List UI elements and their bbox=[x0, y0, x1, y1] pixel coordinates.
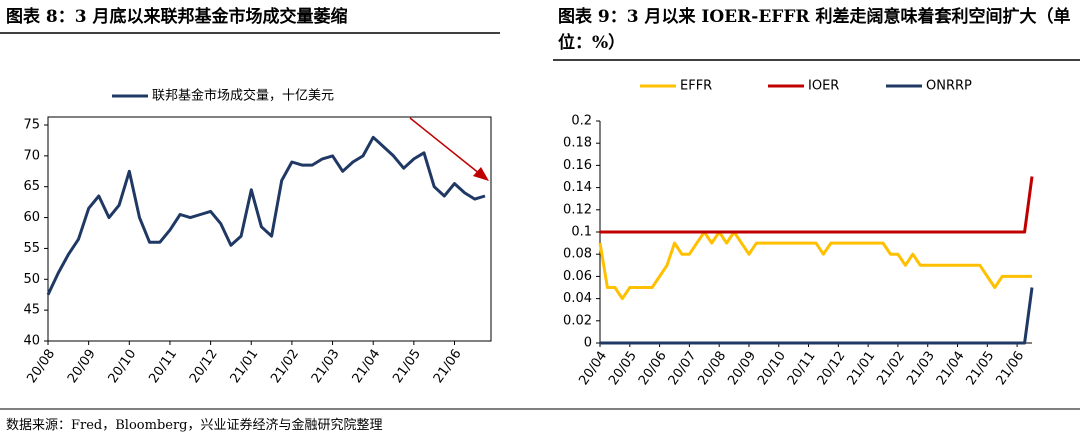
x-tick-label: 21/03 bbox=[309, 347, 343, 386]
data-line bbox=[598, 230, 1032, 301]
x-tick-label: 20/04 bbox=[576, 349, 610, 388]
y-tick-label: 60 bbox=[23, 210, 40, 225]
y-tick-label: 0.16 bbox=[563, 158, 592, 173]
x-tick-label: 21/04 bbox=[350, 347, 384, 386]
trend-arrow-head bbox=[473, 167, 489, 181]
y-tick-label: 0 bbox=[584, 336, 592, 351]
y-tick-label: 40 bbox=[23, 334, 40, 349]
x-tick-label: 21/02 bbox=[268, 347, 302, 386]
x-tick-label: 20/08 bbox=[24, 347, 58, 386]
x-tick-label: 21/01 bbox=[845, 349, 879, 388]
y-tick-label: 0.04 bbox=[563, 291, 592, 306]
x-tick-label: 20/11 bbox=[146, 347, 180, 386]
data-line bbox=[600, 287, 1034, 345]
x-tick-label: 20/09 bbox=[65, 347, 99, 386]
y-tick-label: 65 bbox=[23, 179, 40, 194]
y-tick-label: 45 bbox=[23, 303, 40, 318]
x-tick-label: 20/07 bbox=[666, 349, 700, 388]
x-tick-label: 21/05 bbox=[964, 349, 998, 388]
x-tick-label: 21/04 bbox=[934, 349, 968, 388]
y-tick-label: 55 bbox=[23, 241, 40, 256]
legend-label: EFFR bbox=[680, 79, 712, 94]
source-note: 数据来源：Fred，Bloomberg，兴业证券经济与金融研究院整理 bbox=[6, 418, 383, 433]
y-tick-label: 75 bbox=[23, 118, 40, 133]
data-line bbox=[46, 135, 486, 296]
chart-title: 图表 9：3 月以来 IOER-EFFR 利差走阔意味着套利空间扩大（单位：%） bbox=[558, 7, 1071, 53]
x-tick-label: 20/12 bbox=[187, 347, 221, 386]
plot-frame bbox=[47, 116, 492, 342]
legend-label: 联邦基金市场成交量，十亿美元 bbox=[152, 88, 334, 104]
x-tick-label: 20/09 bbox=[725, 349, 759, 388]
x-tick-label: 21/03 bbox=[904, 349, 938, 388]
y-tick-label: 0.2 bbox=[571, 114, 592, 129]
y-tick-label: 0.18 bbox=[563, 136, 592, 151]
x-tick-label: 20/06 bbox=[636, 349, 670, 388]
x-tick-label: 20/12 bbox=[815, 349, 849, 388]
x-tick-label: 21/06 bbox=[993, 349, 1027, 388]
x-tick-label: 20/11 bbox=[785, 349, 819, 388]
x-tick-label: 20/10 bbox=[106, 347, 140, 386]
x-tick-label: 21/06 bbox=[431, 347, 465, 386]
trend-arrow bbox=[409, 117, 481, 175]
x-tick-label: 20/10 bbox=[755, 349, 789, 388]
chart-title: 图表 8：3 月底以来联邦基金市场成交量萎缩 bbox=[6, 7, 348, 27]
x-tick-label: 21/05 bbox=[390, 347, 424, 386]
x-tick-label: 21/02 bbox=[874, 349, 908, 388]
y-tick-label: 0.14 bbox=[563, 180, 592, 195]
legend-label: IOER bbox=[808, 79, 839, 94]
data-line bbox=[600, 176, 1034, 234]
legend-label: ONRRP bbox=[926, 79, 972, 94]
y-tick-label: 0.06 bbox=[563, 269, 592, 284]
y-tick-label: 0.02 bbox=[563, 313, 592, 328]
x-tick-label: 20/05 bbox=[606, 349, 640, 388]
y-tick-label: 0.08 bbox=[563, 247, 592, 262]
x-tick-label: 20/08 bbox=[696, 349, 730, 388]
y-tick-label: 0.12 bbox=[563, 202, 592, 217]
y-tick-label: 0.1 bbox=[571, 225, 592, 240]
x-tick-label: 21/01 bbox=[228, 347, 262, 386]
y-tick-label: 50 bbox=[23, 272, 40, 287]
y-tick-label: 70 bbox=[23, 148, 40, 163]
